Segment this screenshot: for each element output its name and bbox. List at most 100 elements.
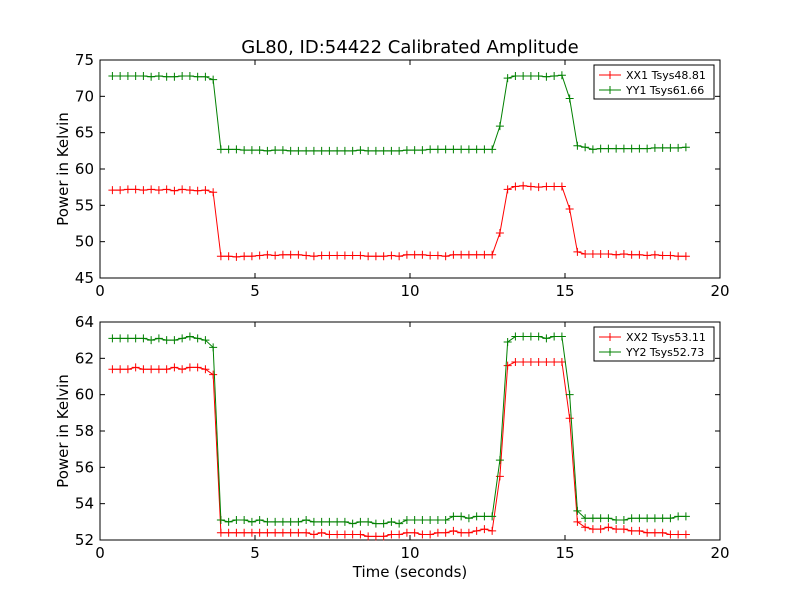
data-point-marker: [557, 71, 566, 80]
data-point-marker: [247, 517, 256, 526]
data-point-marker: [565, 94, 574, 103]
data-point-marker: [364, 252, 373, 261]
y-axis-label: Power in Kelvin: [54, 374, 72, 488]
data-point-marker: [495, 228, 504, 237]
data-point-marker: [643, 251, 652, 260]
data-point-marker: [123, 334, 132, 343]
data-point-marker: [255, 516, 264, 525]
data-point-marker: [255, 251, 264, 260]
data-point-marker: [395, 146, 404, 155]
legend-label: XX2 Tsys53.11: [626, 331, 706, 344]
data-point-marker: [410, 250, 419, 259]
data-point-marker: [643, 528, 652, 537]
x-tick-label: 20: [710, 282, 729, 300]
data-point-marker: [495, 122, 504, 131]
y-tick-label: 52: [75, 531, 94, 549]
data-point-marker: [519, 71, 528, 80]
data-point-marker: [503, 185, 512, 194]
data-point-marker: [472, 145, 481, 154]
data-point-marker: [418, 146, 427, 155]
data-point-marker: [201, 365, 210, 374]
data-point-marker: [209, 188, 218, 197]
data-point-marker: [418, 250, 427, 259]
legend-label: XX1 Tsys48.81: [626, 69, 706, 82]
data-point-marker: [550, 71, 559, 80]
data-point-marker: [263, 250, 272, 259]
data-point-marker: [550, 182, 559, 191]
data-point-marker: [216, 516, 225, 525]
data-point-marker: [457, 512, 466, 521]
data-point-marker: [441, 516, 450, 525]
data-point-marker: [340, 517, 349, 526]
data-point-marker: [464, 528, 473, 537]
data-point-marker: [170, 186, 179, 195]
data-point-marker: [193, 334, 202, 343]
data-point-marker: [333, 146, 342, 155]
chart-title: GL80, ID:54422 Calibrated Amplitude: [241, 37, 579, 58]
data-point-marker: [627, 526, 636, 535]
data-point-marker: [193, 72, 202, 81]
data-point-marker: [240, 146, 249, 155]
data-point-marker: [123, 71, 132, 80]
y-tick-label: 60: [75, 386, 94, 404]
data-point-marker: [247, 252, 256, 261]
data-point-marker: [666, 251, 675, 260]
data-point-marker: [286, 250, 295, 259]
y-tick-label: 62: [75, 349, 94, 367]
data-point-marker: [503, 74, 512, 83]
data-point-marker: [162, 365, 171, 374]
data-point-marker: [302, 146, 311, 155]
data-point-marker: [410, 516, 419, 525]
data-point-marker: [658, 251, 667, 260]
data-point-marker: [426, 530, 435, 539]
data-point-marker: [131, 363, 140, 372]
data-point-marker: [364, 146, 373, 155]
data-point-marker: [612, 525, 621, 534]
data-point-marker: [426, 516, 435, 525]
data-point-marker: [147, 336, 156, 345]
data-point-marker: [294, 250, 303, 259]
data-point-marker: [317, 251, 326, 260]
data-point-marker: [534, 357, 543, 366]
data-point-marker: [588, 525, 597, 534]
top-plot: 0 5 10 15 20 45 50 55 60 65 70 75 Power in Kelvin XX1…: [54, 51, 730, 300]
data-point-marker: [635, 250, 644, 259]
data-point-marker: [263, 146, 272, 155]
data-point-marker: [108, 334, 117, 343]
data-point-marker: [449, 526, 458, 535]
data-point-marker: [379, 252, 388, 261]
data-point-marker: [278, 146, 287, 155]
data-point-marker: [387, 530, 396, 539]
data-point-marker: [116, 334, 125, 343]
data-point-marker: [178, 365, 187, 374]
data-point-marker: [108, 186, 117, 195]
legend-label: YY1 Tsys61.66: [625, 84, 704, 97]
data-point-marker: [666, 530, 675, 539]
data-point-marker: [596, 144, 605, 153]
data-point-marker: [209, 370, 218, 379]
data-point-marker: [255, 528, 264, 537]
data-point-marker: [379, 519, 388, 528]
data-point-marker: [449, 512, 458, 521]
data-point-marker: [488, 526, 497, 535]
data-point-marker: [309, 517, 318, 526]
data-point-marker: [108, 71, 117, 80]
x-tick-label: 10: [400, 544, 419, 562]
data-point-marker: [224, 145, 233, 154]
data-point-marker: [441, 528, 450, 537]
data-point-marker: [410, 146, 419, 155]
data-point-marker: [596, 514, 605, 523]
legend-marker: [606, 71, 614, 79]
data-point-marker: [550, 332, 559, 341]
x-tick-label: 5: [250, 282, 260, 300]
data-point-marker: [449, 145, 458, 154]
data-point-marker: [147, 185, 156, 194]
data-point-marker: [612, 250, 621, 259]
data-point-marker: [278, 250, 287, 259]
data-point-marker: [573, 506, 582, 515]
legend-marker: [606, 348, 614, 356]
data-point-marker: [643, 514, 652, 523]
x-tick-label: 15: [555, 282, 574, 300]
data-point-marker: [674, 252, 683, 261]
data-point-marker: [519, 357, 528, 366]
